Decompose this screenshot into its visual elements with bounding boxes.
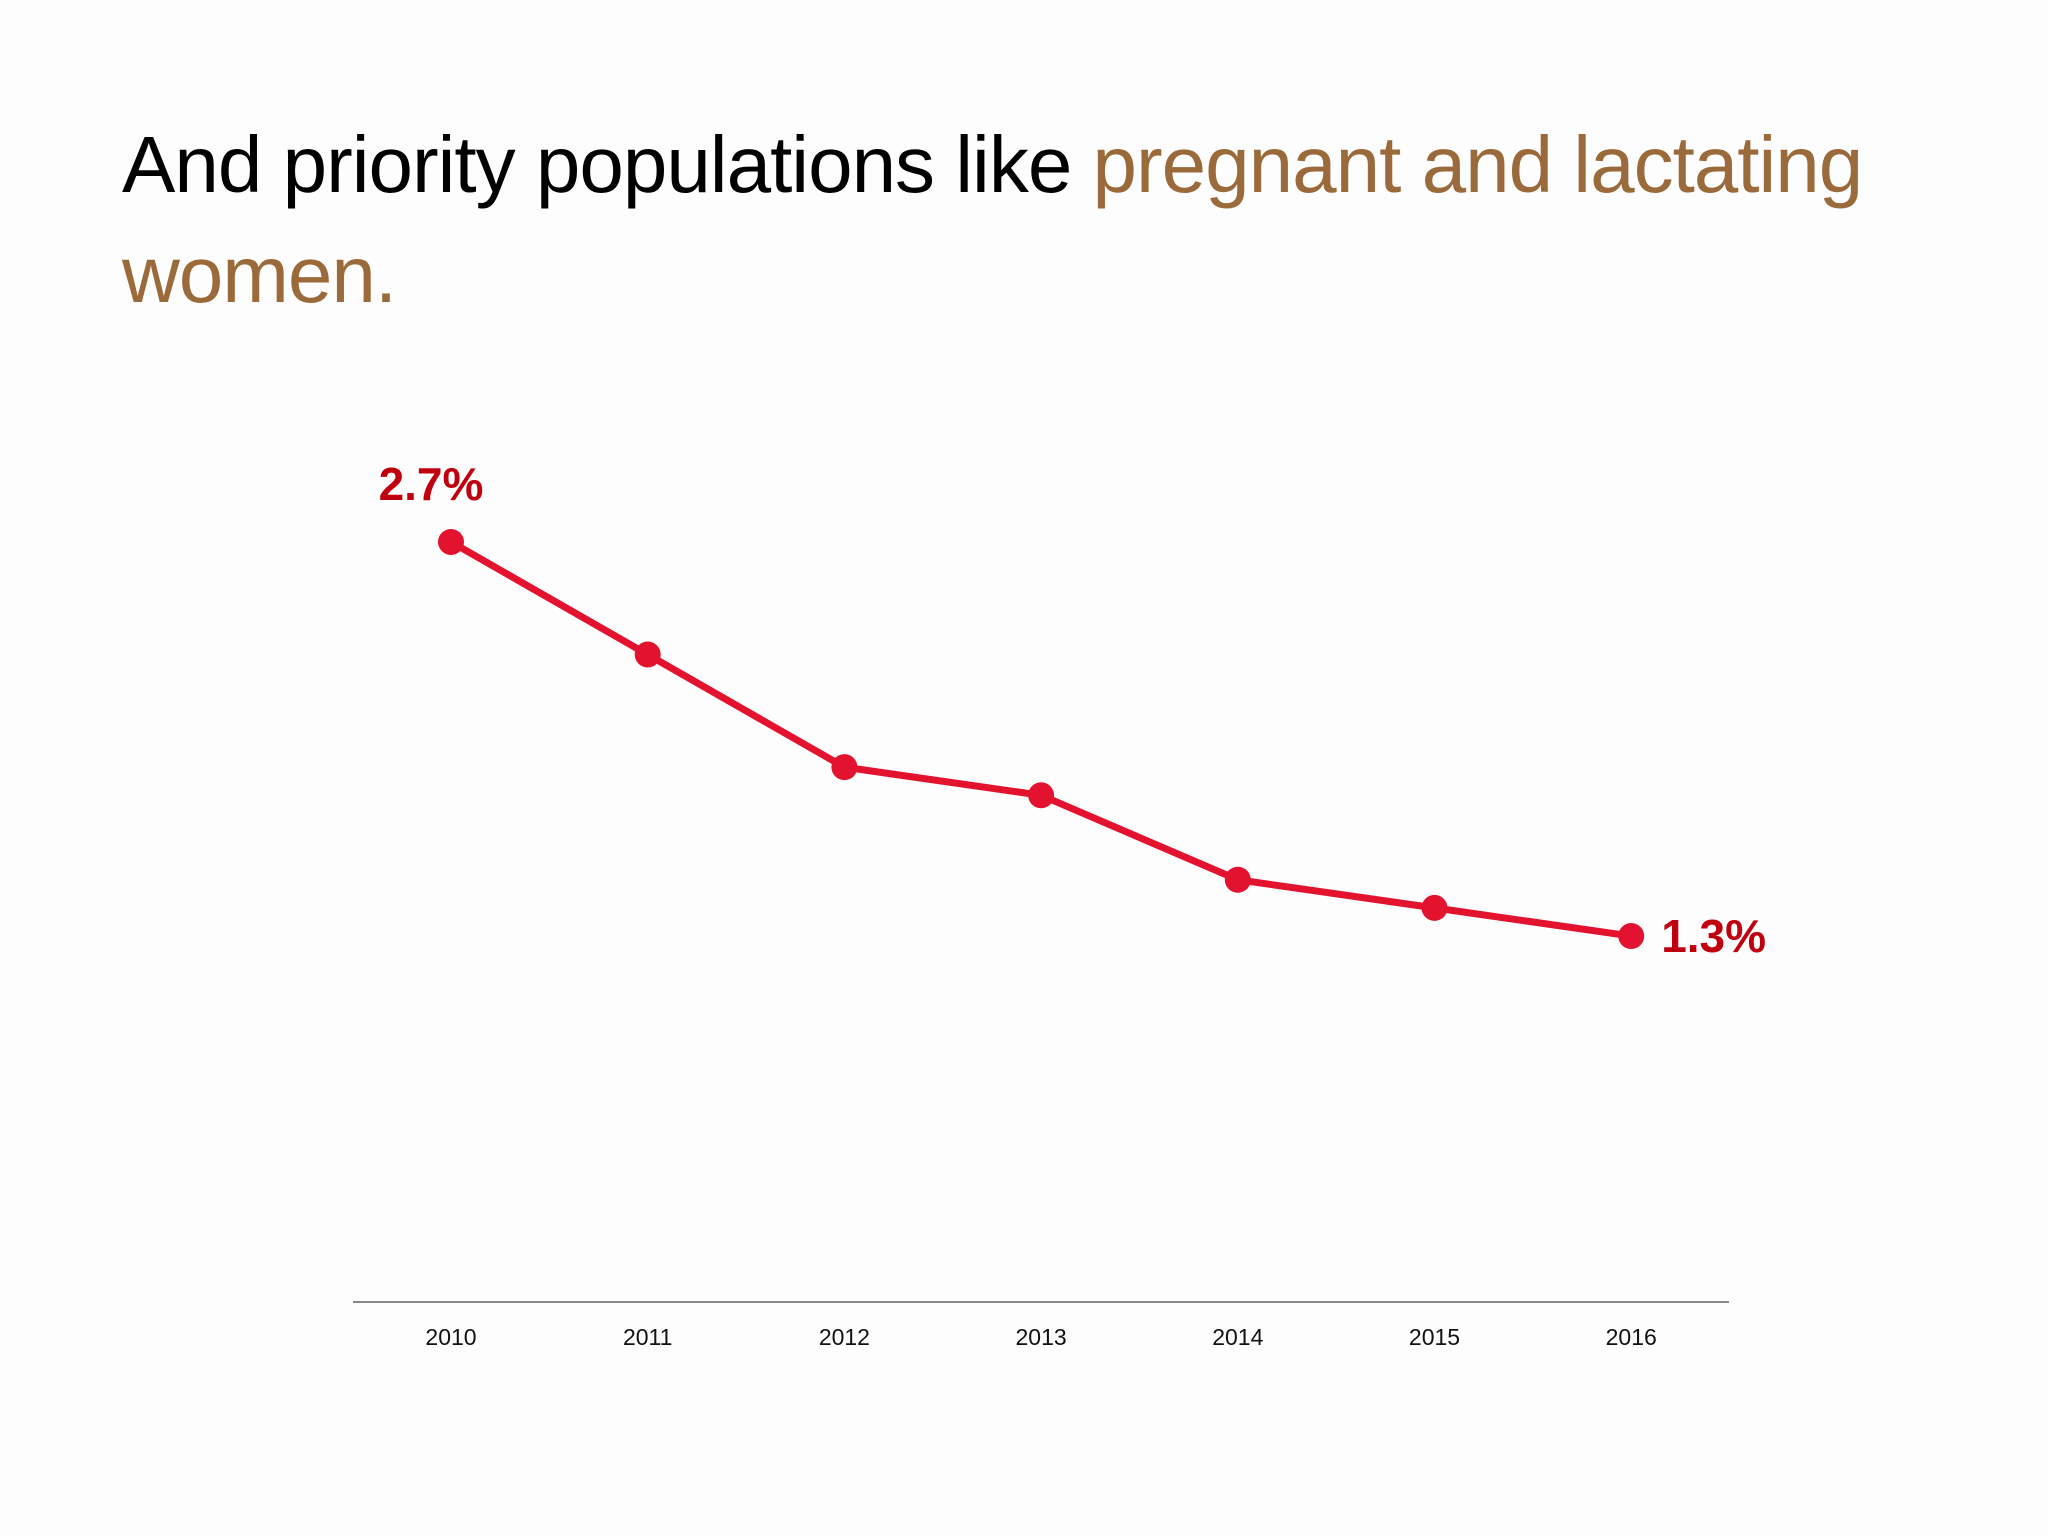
data-point <box>831 754 858 781</box>
x-tick-label: 2016 <box>1606 1324 1657 1350</box>
x-tick-label: 2012 <box>819 1324 870 1350</box>
x-tick-label: 2010 <box>425 1324 476 1350</box>
title-highlight: pregnant and lactating women. <box>122 120 1863 319</box>
data-point <box>1224 866 1251 893</box>
data-point <box>438 528 464 555</box>
slide-title: And priority populations like pregnant a… <box>122 110 1922 330</box>
data-point <box>1028 782 1055 809</box>
data-point <box>634 641 661 668</box>
x-tick-label: 2013 <box>1016 1324 1067 1350</box>
data-label: 1.3% <box>1661 910 1766 962</box>
x-tick-label: 2011 <box>623 1324 672 1350</box>
x-tick-label: 2015 <box>1409 1324 1460 1350</box>
x-tick-label: 2014 <box>1212 1324 1263 1350</box>
data-point <box>1618 923 1645 950</box>
data-label: 2.7% <box>379 458 484 510</box>
title-plain: And priority populations like <box>122 120 1093 209</box>
series-line <box>449 538 1632 940</box>
data-point <box>1421 894 1448 921</box>
